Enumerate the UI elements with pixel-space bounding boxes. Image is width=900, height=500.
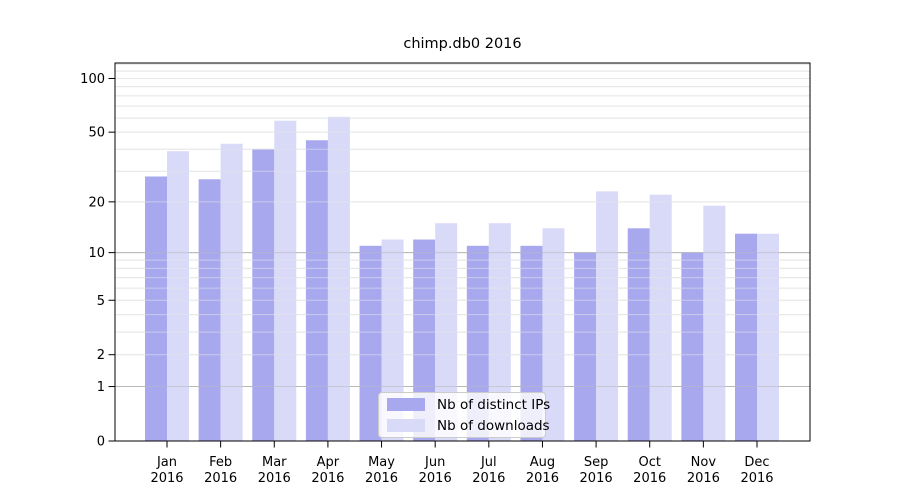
x-tick-label-year: 2016 [472, 471, 505, 486]
bar-aug-downloads [542, 228, 565, 441]
x-tick-label-month: Feb [209, 455, 232, 470]
x-tick-label-month: Oct [638, 455, 660, 470]
bar-dec-distinct-ips [734, 233, 757, 441]
x-tick-label-year: 2016 [365, 471, 398, 486]
x-tick-label-year: 2016 [204, 471, 237, 486]
bar-sep-distinct-ips [574, 252, 597, 441]
y-tick-label: 1 [97, 380, 105, 395]
x-tick-label-year: 2016 [580, 471, 613, 486]
bar-sep-downloads [596, 191, 619, 441]
x-tick-label-month: Nov [691, 455, 717, 470]
x-tick-label-month: Mar [262, 455, 287, 470]
x-tick-label-month: Apr [317, 455, 340, 470]
bar-jun-distinct-ips [413, 239, 436, 441]
y-tick-label: 0 [97, 435, 105, 450]
bar-may-downloads [381, 239, 404, 441]
bar-jan-distinct-ips [145, 176, 167, 441]
x-tick-label-month: Dec [744, 455, 769, 470]
legend-label-downloads: Nb of downloads [437, 417, 550, 434]
x-tick-label-year: 2016 [740, 471, 773, 486]
chart-title: chimp.db0 2016 [403, 36, 522, 52]
y-tick-label: 10 [88, 246, 105, 261]
bar-jan-downloads [167, 151, 189, 442]
legend: Nb of distinct IPs Nb of downloads [378, 392, 550, 438]
plot-border [114, 62, 811, 442]
legend-label-distinct-ips: Nb of distinct IPs [437, 396, 551, 413]
x-tick-label-year: 2016 [633, 471, 666, 486]
x-tick-label-year: 2016 [419, 471, 452, 486]
bar-nov-distinct-ips [681, 252, 704, 441]
x-tick-label-month: May [368, 455, 395, 470]
bar-oct-downloads [649, 194, 672, 441]
bar-apr-downloads [327, 116, 350, 441]
x-tick-label-month: Jul [480, 455, 497, 470]
x-tick-label-month: Sep [584, 455, 609, 470]
bar-feb-distinct-ips [198, 179, 221, 442]
x-tick-label-year: 2016 [526, 471, 559, 486]
x-tick-label-month: Aug [530, 455, 555, 470]
legend-swatch-distinct-ips [387, 398, 425, 411]
bar-mar-distinct-ips [252, 149, 275, 441]
legend-item-downloads: Nb of downloads [387, 418, 550, 434]
x-tick-label-year: 2016 [258, 471, 291, 486]
bar-feb-downloads [220, 143, 243, 441]
bar-apr-distinct-ips [305, 140, 328, 442]
y-tick-label: 20 [88, 195, 105, 210]
legend-item-distinct-ips: Nb of distinct IPs [387, 397, 550, 413]
x-tick-label-year: 2016 [150, 471, 183, 486]
y-tick-label: 50 [88, 126, 105, 141]
x-tick-label-month: Jan [156, 455, 177, 470]
bar-oct-distinct-ips [627, 228, 650, 441]
x-tick-label-year: 2016 [687, 471, 720, 486]
bar-mar-downloads [274, 120, 297, 441]
bar-nov-downloads [703, 205, 726, 441]
x-tick-label-month: Jun [424, 455, 445, 470]
y-tick-label: 5 [97, 294, 105, 309]
bar-may-distinct-ips [359, 245, 382, 441]
bar-dec-downloads [756, 233, 779, 441]
legend-swatch-downloads [387, 419, 425, 432]
y-tick-label: 100 [80, 72, 105, 87]
y-tick-label: 2 [97, 348, 105, 363]
x-tick-label-year: 2016 [311, 471, 344, 486]
